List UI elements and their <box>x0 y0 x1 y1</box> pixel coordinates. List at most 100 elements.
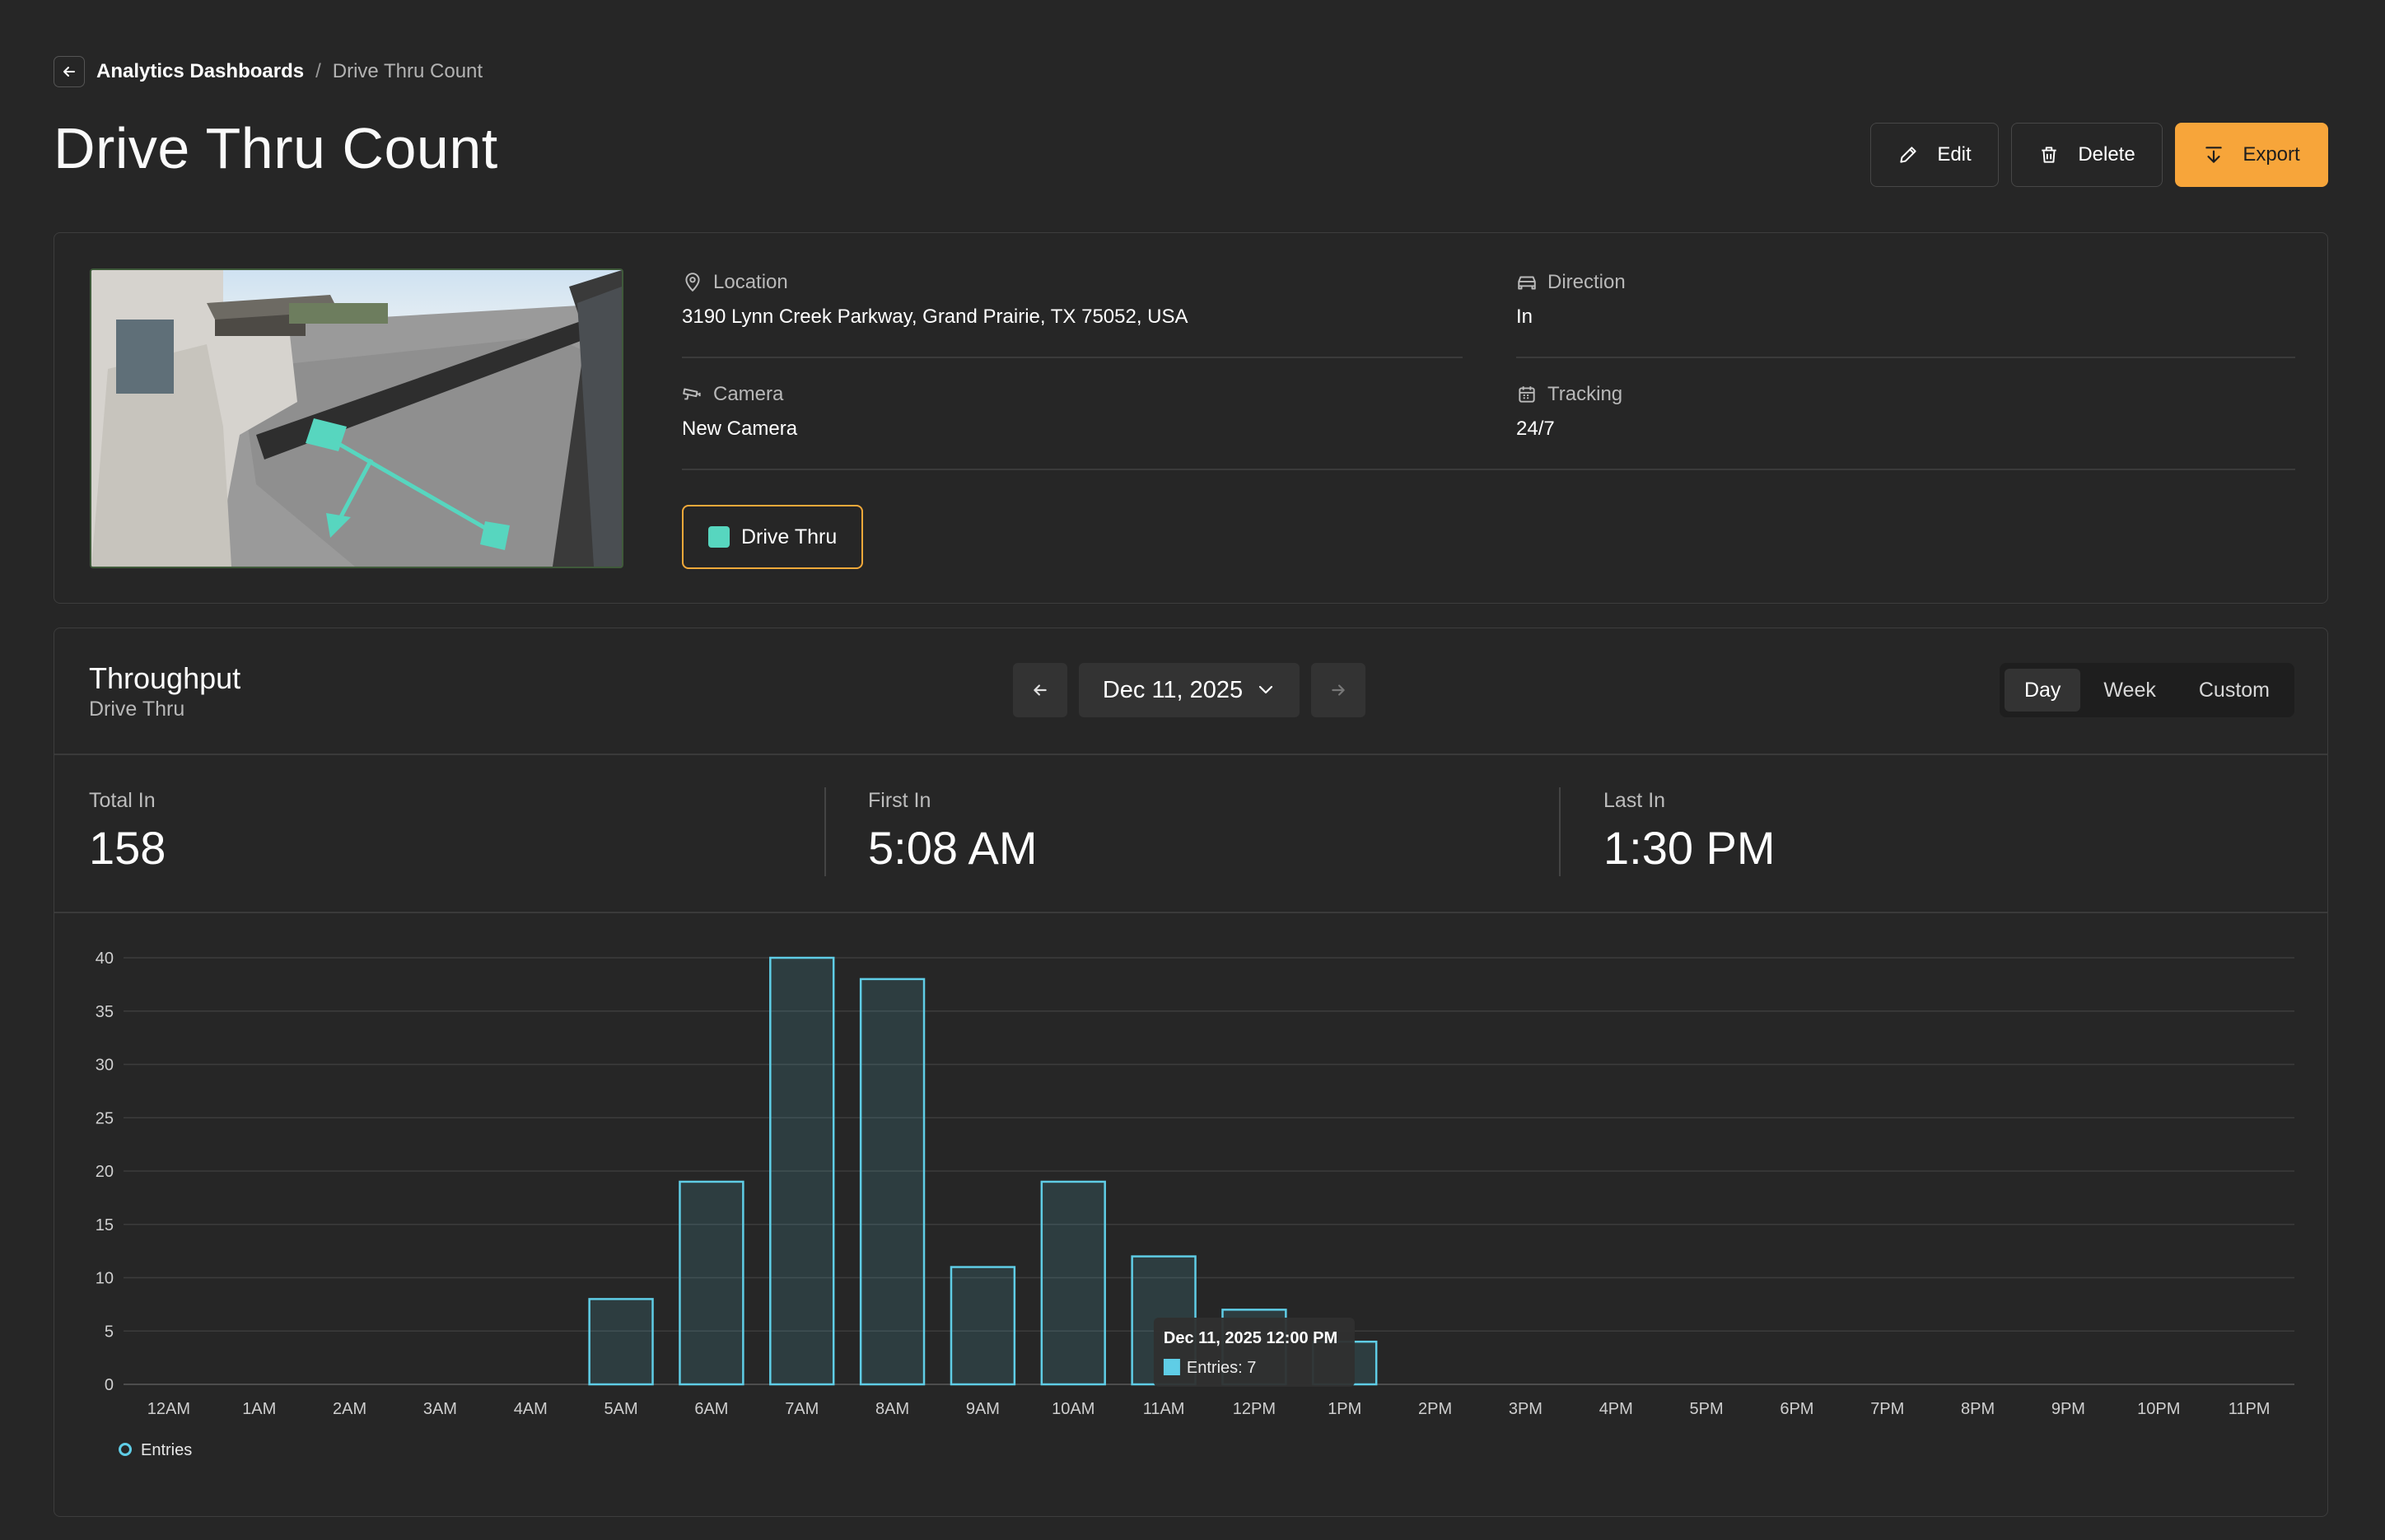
direction-label: Direction <box>1547 271 1626 293</box>
map-pin-icon <box>685 273 700 292</box>
zone-tag-drive-thru[interactable]: Drive Thru <box>682 505 863 569</box>
tracking-field: Tracking 24/7 <box>1516 383 1622 441</box>
direction-field: Direction In <box>1516 271 1626 329</box>
chart-bar-10AM <box>1040 1180 1106 1386</box>
date-picker-value: Dec 11, 2025 <box>1102 676 1244 703</box>
y-tick-label: 5 <box>105 1323 114 1341</box>
chart-tooltip-title: Dec 11, 2025 12:00 PM <box>1164 1329 1337 1347</box>
x-tick-label: 4PM <box>1599 1400 1633 1418</box>
location-value: 3190 Lynn Creek Parkway, Grand Prairie, … <box>682 306 1188 328</box>
page-title: Drive Thru Count <box>54 116 498 180</box>
y-tick-label: 20 <box>96 1163 114 1181</box>
x-tick-label: 6AM <box>694 1400 728 1418</box>
divider <box>1559 787 1561 876</box>
throughput-subtitle: Drive Thru <box>89 698 185 721</box>
x-tick-label: 3AM <box>423 1400 457 1418</box>
x-tick-label: 7AM <box>785 1400 819 1418</box>
y-tick-label: 35 <box>96 1003 114 1021</box>
back-button[interactable] <box>54 56 85 87</box>
zone-info-card: Location 3190 Lynn Creek Parkway, Grand … <box>54 232 2328 604</box>
range-day-tab[interactable]: Day <box>2004 669 2081 712</box>
export-button-label: Export <box>2243 143 2300 166</box>
chevron-down-icon <box>1259 685 1273 694</box>
delete-button[interactable]: Delete <box>2011 123 2163 187</box>
breadcrumb-current: Drive Thru Count <box>332 60 483 82</box>
chart-bar-5AM <box>588 1298 654 1386</box>
range-week-tab[interactable]: Week <box>2103 678 2156 702</box>
throughput-title: Throughput <box>89 661 241 695</box>
previous-day-button[interactable] <box>1013 663 1067 717</box>
export-button[interactable]: Export <box>2175 123 2328 187</box>
edit-button-label: Edit <box>1937 143 1972 166</box>
stat-total-in-value: 158 <box>89 822 166 874</box>
x-tick-label: 3PM <box>1509 1400 1543 1418</box>
x-tick-label: 10AM <box>1052 1400 1094 1418</box>
stat-first-in-label: First In <box>868 789 931 812</box>
y-tick-label: 40 <box>96 950 114 968</box>
zone-tag-label: Drive Thru <box>741 525 838 548</box>
y-tick-label: 30 <box>96 1057 114 1075</box>
camera-thumbnail[interactable] <box>90 268 623 568</box>
stat-first-in-value: 5:08 AM <box>868 822 1038 874</box>
x-tick-label: 1PM <box>1328 1400 1361 1418</box>
legend-marker <box>119 1443 132 1456</box>
y-tick-label: 15 <box>96 1216 114 1234</box>
range-custom-tab[interactable]: Custom <box>2198 678 2270 702</box>
tracking-value: 24/7 <box>1516 418 1555 440</box>
direction-value: In <box>1516 306 1533 328</box>
x-tick-label: 12AM <box>147 1400 190 1418</box>
camera-icon <box>683 388 701 400</box>
trash-icon <box>2042 147 2056 163</box>
divider <box>682 357 1463 358</box>
chart-bar-9AM <box>950 1266 1016 1386</box>
x-tick-label: 12PM <box>1233 1400 1276 1418</box>
stat-last-in-label: Last In <box>1603 789 1666 812</box>
chart-tooltip <box>1153 1318 1355 1387</box>
tracking-label: Tracking <box>1547 383 1623 405</box>
breadcrumb-separator: / <box>315 60 321 82</box>
x-tick-label: 6PM <box>1780 1400 1813 1418</box>
download-icon <box>2205 147 2223 163</box>
x-tick-label: 11PM <box>2229 1400 2271 1418</box>
stat-last-in: Last In 1:30 PM <box>1603 789 1776 875</box>
breadcrumb-parent-link[interactable]: Analytics Dashboards <box>96 60 305 82</box>
x-tick-label: 9PM <box>2051 1400 2085 1418</box>
chart-tooltip-swatch <box>1163 1359 1180 1375</box>
camera-value: New Camera <box>682 418 798 440</box>
car-icon <box>1518 276 1536 290</box>
x-tick-label: 5PM <box>1690 1400 1724 1418</box>
zone-color-swatch <box>708 526 730 548</box>
location-label: Location <box>713 271 788 293</box>
calendar-icon <box>1519 386 1535 403</box>
x-tick-label: 10PM <box>2137 1400 2180 1418</box>
stat-first-in: First In 5:08 AM <box>868 789 1037 875</box>
x-tick-label: 2PM <box>1418 1400 1452 1418</box>
arrow-left-icon <box>1034 684 1047 696</box>
x-tick-label: 7PM <box>1870 1400 1904 1418</box>
stat-total-in: Total In 158 <box>89 789 166 875</box>
divider <box>54 912 2327 913</box>
location-field: Location 3190 Lynn Creek Parkway, Grand … <box>682 271 1188 329</box>
stat-last-in-value: 1:30 PM <box>1603 822 1776 874</box>
x-tick-label: 1AM <box>242 1400 276 1418</box>
divider <box>824 787 826 876</box>
header-actions: Edit Delete Export <box>1870 123 2328 187</box>
x-tick-label: 5AM <box>604 1400 638 1418</box>
delete-button-label: Delete <box>2078 143 2135 166</box>
x-tick-label: 11AM <box>1143 1400 1185 1418</box>
throughput-chart[interactable]: 0 5 10 15 20 25 30 35 40 12AM 1AM 2AM 3AM 4AM 5AM 6AM 7A… <box>54 912 2327 1510</box>
date-picker[interactable]: Dec 11, 2025 <box>1079 663 1300 717</box>
chart-bar-7AM <box>769 956 835 1386</box>
breadcrumb: Analytics Dashboards / Drive Thru Count <box>54 54 483 89</box>
camera-label: Camera <box>713 383 784 405</box>
divider <box>682 469 2295 470</box>
chart-bar-6AM <box>679 1180 744 1386</box>
stat-total-in-label: Total In <box>89 789 156 812</box>
edit-button[interactable]: Edit <box>1870 123 1999 187</box>
x-tick-label: 4AM <box>514 1400 548 1418</box>
throughput-card: Throughput Drive Thru Dec 11, 2025 Day W… <box>54 628 2328 1517</box>
x-tick-label: 2AM <box>333 1400 366 1418</box>
range-toggle: Day Week Custom <box>1999 663 2294 717</box>
next-day-button[interactable] <box>1311 663 1365 717</box>
y-tick-label: 10 <box>96 1270 114 1288</box>
